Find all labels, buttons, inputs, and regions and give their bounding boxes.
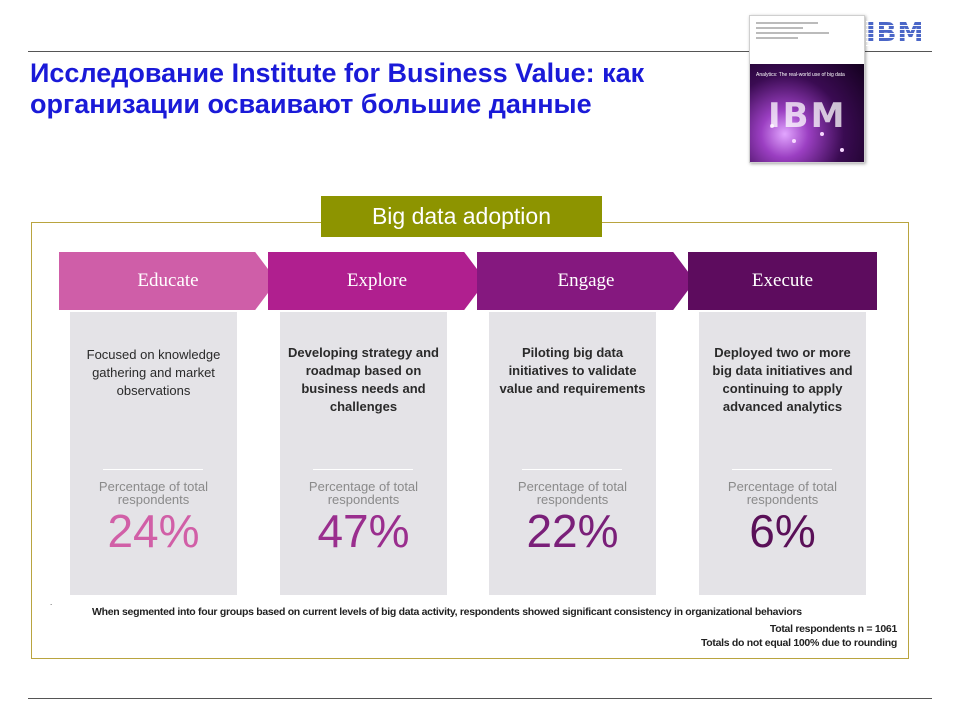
card-divider [313,469,413,470]
respondent-stats: Total respondents n = 1061 Totals do not… [701,622,897,650]
stage-name: Execute [751,270,814,291]
big-data-adoption-label: Big data adoption [321,196,602,237]
bottom-rule [28,698,932,699]
report-cover-image: Analytics: The real-world use of big dat… [749,15,865,163]
total-respondents: Total respondents n = 1061 [769,623,897,635]
percentage-value: 6% [749,505,816,557]
rounding-note: Totals do not equal 100% due to rounding [700,637,897,649]
stage-arrow-explore: Explore [268,252,486,310]
ibm-logo: IBM [866,18,932,48]
cover-logo: IBM [768,96,847,136]
stage-name: Engage [557,270,615,291]
cover-text-lines [756,22,860,42]
stage-card-educate: Focused on knowledge gathering and marke… [70,312,237,595]
footnote-text: When segmented into four groups based on… [92,606,802,618]
percentage-label: Percentage of total respondents [308,479,419,507]
percentage-value: 22% [526,505,619,557]
stage-card-execute: Deployed two or more big data initiative… [699,312,866,595]
percentage-value: 24% [107,505,200,557]
stage-description: Piloting big data initiatives to validat… [499,345,646,396]
stage-arrow-engage: Engage [477,252,695,310]
percentage-label: Percentage of total respondents [517,479,628,507]
stage-card-engage: Piloting big data initiatives to validat… [489,312,656,595]
card-divider [732,469,832,470]
stage-description: Developing strategy and roadmap based on… [288,345,439,414]
card-divider [522,469,622,470]
stage-description: Deployed two or more big data initiative… [712,345,853,414]
stage-name: Educate [137,270,199,291]
cover-title: Analytics: The real-world use of big dat… [756,72,845,78]
top-rule [28,51,932,52]
cover-artwork [750,64,864,162]
stage-arrow-educate: Educate [59,252,277,310]
percentage-label: Percentage of total respondents [727,479,838,507]
percentage-label: Percentage of total respondents [98,479,209,507]
card-divider [103,469,203,470]
stage-arrow-execute: Execute [688,252,877,310]
footnote-marker: . [50,598,53,607]
stage-card-explore: Developing strategy and roadmap based on… [280,312,447,595]
stage-name: Explore [346,270,408,291]
stage-description: Focused on knowledge gathering and marke… [86,347,221,398]
slide-title: Исследование Institute for Business Valu… [30,58,645,119]
percentage-value: 47% [317,505,410,557]
